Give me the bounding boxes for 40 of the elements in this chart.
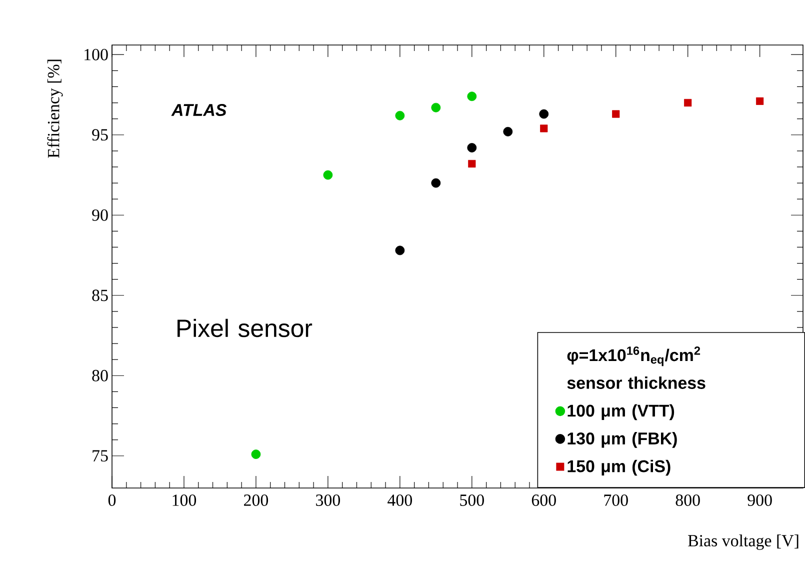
- y-tick-label: 90: [92, 209, 108, 221]
- point: [612, 110, 620, 118]
- x-tick-label: 400: [388, 494, 412, 506]
- x-axis-title: Bias voltage [V]: [688, 534, 798, 550]
- x-tick-label: 0: [108, 494, 116, 506]
- point: [323, 170, 333, 180]
- x-tick-label: 700: [604, 494, 628, 506]
- y-tick-label: 80: [92, 370, 108, 382]
- x-tick-label: 900: [748, 494, 772, 506]
- annotation: Pixel sensor: [178, 318, 312, 338]
- legend-label: 100 μm (VTT): [568, 404, 674, 420]
- point: [467, 92, 477, 102]
- point: [395, 110, 405, 120]
- legend-title: φ=1x10$^{16}$n$_{eq}$/cm$^{2}$: [567, 346, 700, 366]
- y-tick-label: 85: [92, 290, 108, 302]
- point: [539, 109, 549, 119]
- x-tick-label: 600: [532, 494, 556, 506]
- point: [756, 97, 764, 105]
- y-tick-label: 95: [92, 129, 108, 141]
- legend-label: 150 μm (CiS): [568, 460, 670, 476]
- point: [431, 102, 441, 112]
- point: [467, 143, 477, 152]
- y-axis-title: Efficiency [%]: [47, 60, 63, 158]
- point: [503, 126, 513, 136]
- y-tick-label: 75: [92, 450, 108, 462]
- point: [540, 124, 548, 132]
- legend-label: 130 μm (FBK): [568, 432, 677, 448]
- annotation: sensor thickness: [567, 376, 706, 389]
- y-tick-label: 100: [84, 48, 108, 60]
- point: [395, 246, 405, 256]
- x-tick-label: 200: [244, 494, 268, 506]
- point: [684, 98, 692, 107]
- point: [431, 178, 441, 188]
- point: [251, 450, 261, 459]
- x-tick-label: 500: [460, 494, 484, 506]
- annotation: ATLAS: [171, 104, 227, 116]
- x-tick-label: 800: [676, 494, 700, 506]
- x-tick-label: 100: [172, 494, 196, 506]
- point: [468, 160, 476, 168]
- x-tick-label: 300: [316, 494, 340, 506]
